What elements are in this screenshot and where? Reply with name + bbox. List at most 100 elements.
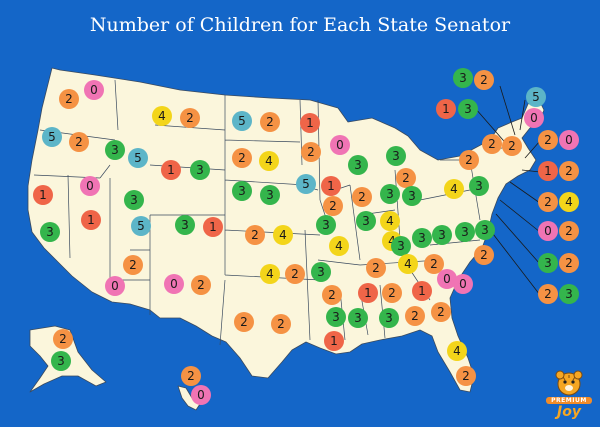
count-circle-ky-2: 3 [391,236,411,256]
count-circle-co-2: 1 [203,217,223,237]
count-circle-me-1: 5 [526,87,546,107]
count-circle-tx-2: 2 [271,314,291,334]
callout-lines [474,85,541,296]
count-circle-nh-2: 2 [474,70,494,90]
count-circle-sd-1: 2 [232,148,252,168]
count-circle-wv-2: 3 [432,225,452,245]
count-circle-ga-3: 2 [431,302,451,322]
count-circle-dc-2: 3 [559,284,579,304]
count-circle-ak-2: 3 [51,351,71,371]
count-circle-de-2: 2 [559,221,579,241]
count-circle-ne-2: 3 [260,185,280,205]
count-circle-wy-2: 3 [190,160,210,180]
count-circle-mn-1: 1 [300,113,320,133]
count-circle-sc-1: 0 [437,269,457,289]
count-circle-sc-2: 0 [453,274,473,294]
count-circle-nc-1: 2 [424,254,444,274]
count-circle-wv-1: 3 [412,228,432,248]
count-circle-mt-1: 4 [152,106,172,126]
count-circle-pa-2: 3 [469,176,489,196]
count-circle-il-1: 3 [356,211,376,231]
count-circle-wi-2: 3 [348,155,368,175]
count-circle-ga-2: 2 [405,306,425,326]
count-circle-ri-1: 1 [538,161,558,181]
count-circle-nm-1: 0 [164,274,184,294]
count-circle-co-1: 3 [175,215,195,235]
count-circle-ne-1: 3 [232,181,252,201]
count-circle-md-1: 3 [538,253,558,273]
count-circle-tx-1: 2 [234,312,254,332]
count-circle-al-2: 3 [379,308,399,328]
tiger-mascot-icon [555,370,583,396]
count-circle-ky-1: 4 [329,236,349,256]
count-circle-hi-1: 2 [181,366,201,386]
count-circle-la-1: 3 [326,307,346,327]
count-circle-mi-1: 3 [386,146,406,166]
count-circle-ar-1: 3 [311,262,331,282]
count-circle-nv-2: 1 [81,210,101,230]
count-circle-dc-1: 2 [538,284,558,304]
count-circle-al-1: 2 [382,283,402,303]
count-circle-ut-2: 5 [131,216,151,236]
count-circle-ms-2: 3 [348,308,368,328]
count-circle-in-1: 3 [380,184,400,204]
count-circle-va-2: 3 [475,220,495,240]
count-circle-nj-1: 2 [538,192,558,212]
count-circle-id-2: 5 [128,148,148,168]
count-circle-ca-1: 1 [33,185,53,205]
count-circle-ms-1: 1 [358,283,378,303]
count-circle-fl-1: 4 [447,341,467,361]
count-circle-tn-1: 2 [366,258,386,278]
count-circle-nv-1: 0 [80,176,100,196]
count-circle-or-1: 5 [42,127,62,147]
count-circle-ny-1: 2 [459,150,479,170]
count-circle-az-1: 2 [123,255,143,275]
count-circle-nd-1: 5 [232,111,252,131]
count-circle-ar-2: 2 [322,285,342,305]
count-circle-az-2: 0 [105,276,125,296]
count-circle-oh-2: 4 [444,179,464,199]
count-circle-vt-1: 1 [436,99,456,119]
count-circle-nj-2: 4 [559,192,579,212]
brand-name: Joy [557,404,581,420]
count-circle-ma-1: 2 [538,130,558,150]
hawaii-shape [177,385,201,411]
count-circle-md-2: 2 [559,253,579,273]
count-circle-oh-1: 3 [402,186,422,206]
count-circle-ct-1: 2 [502,136,522,156]
count-circle-la-2: 1 [324,331,344,351]
count-circle-ga-1: 1 [412,281,432,301]
count-circle-ma-2: 0 [559,130,579,150]
count-circle-nc-2: 2 [474,245,494,265]
count-circle-nd-2: 2 [260,112,280,132]
count-circle-ok-2: 2 [285,264,305,284]
count-circle-nh-1: 3 [453,68,473,88]
count-circle-tn-2: 4 [398,254,418,274]
count-circle-wi-1: 0 [330,135,350,155]
count-circle-ok-1: 4 [260,264,280,284]
count-circle-mn-2: 2 [301,142,321,162]
count-circle-ia-1: 5 [296,174,316,194]
count-circle-or-2: 2 [69,132,89,152]
count-circle-fl-2: 2 [456,366,476,386]
count-circle-mo-2: 2 [323,196,343,216]
count-circle-hi-2: 0 [191,385,211,405]
map-title: Number of Children for Each State Senato… [89,14,511,36]
count-circle-ri-2: 2 [559,161,579,181]
brand-label: PREMIUM [546,397,592,404]
count-circle-vt-2: 3 [458,99,478,119]
count-circle-wa-2: 0 [84,80,104,100]
count-circle-ks-2: 4 [273,225,293,245]
count-circle-wy-1: 1 [161,160,181,180]
count-circle-ks-1: 2 [245,225,265,245]
count-circle-de-1: 0 [538,221,558,241]
count-circle-mo-1: 3 [316,215,336,235]
count-circle-wa-1: 2 [59,89,79,109]
count-circle-mt-2: 2 [180,108,200,128]
brand-logo: PREMIUM Joy [546,368,592,420]
count-circle-id-1: 3 [105,140,125,160]
count-circle-me-2: 0 [524,108,544,128]
count-circle-ny-2: 2 [482,134,502,154]
count-circle-nm-2: 2 [191,275,211,295]
count-circle-ia-2: 1 [321,176,341,196]
